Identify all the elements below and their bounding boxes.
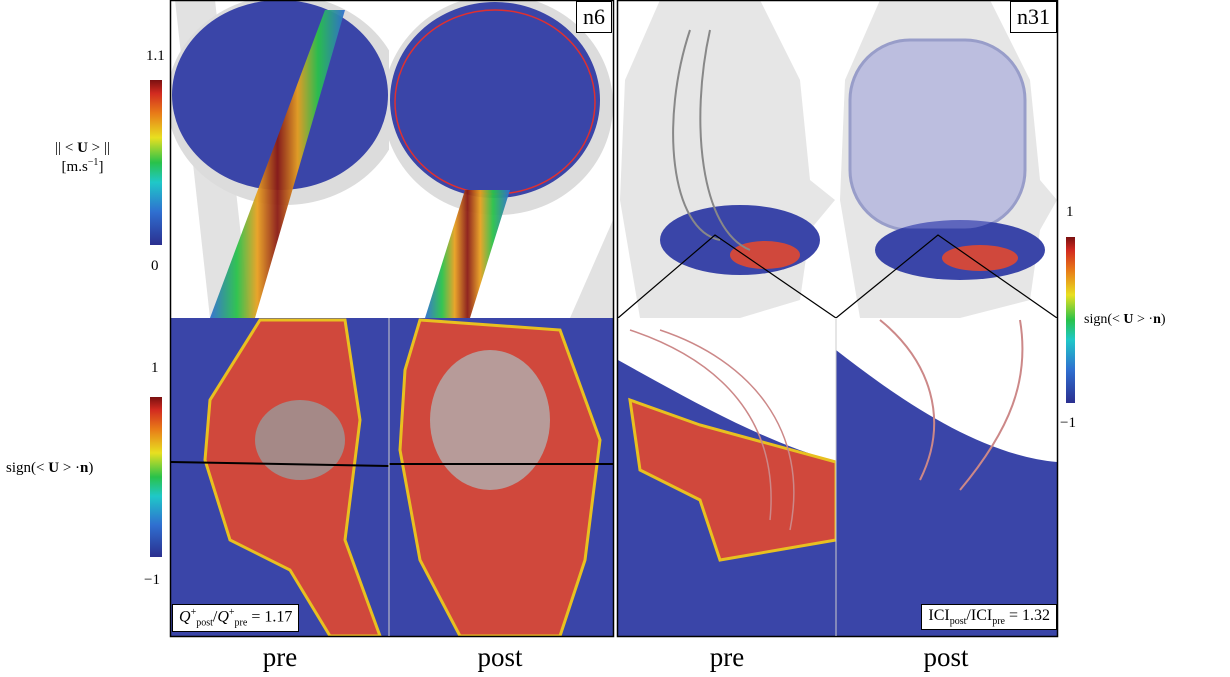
label-part: U	[48, 460, 60, 476]
label-part: )	[1160, 312, 1166, 327]
label-part: || <	[55, 140, 74, 156]
unit-part: ]	[98, 159, 104, 175]
colorbar-sign-right	[1066, 237, 1075, 403]
ratio-symbol: Q	[179, 608, 191, 626]
ratio-value: = 1.17	[251, 608, 293, 626]
colorbar-min: 0	[151, 258, 159, 274]
column-label: pre	[709, 642, 745, 672]
label-part: > ||	[91, 140, 110, 156]
ratio-symbol: Q	[217, 608, 229, 626]
label-part: > ·	[1137, 312, 1154, 327]
label-part: n	[80, 460, 89, 476]
ratio-sub: pre	[234, 617, 248, 629]
ratio-sub: post	[949, 616, 967, 628]
velocity-pre-image	[171, 1, 389, 318]
colorbar-sign-left	[150, 397, 162, 557]
colorbar-max: 1	[151, 360, 159, 376]
label-part: > ·	[62, 460, 81, 476]
ratio-value: = 1.32	[1008, 607, 1050, 624]
column-label: post	[923, 642, 969, 672]
streamlines-pre-image	[618, 1, 836, 318]
colorbar-min: −1	[1060, 415, 1076, 431]
label-part: U	[1123, 312, 1134, 327]
vectors-pre-image	[618, 318, 836, 636]
ratio-symbol: ICI	[970, 607, 993, 624]
case-label: n31	[1010, 1, 1057, 33]
label-part: U	[77, 140, 88, 156]
colorbar-min: −1	[144, 572, 160, 588]
ratio-sup: +	[228, 607, 235, 618]
ratio-sub: pre	[992, 616, 1005, 628]
velocity-post-image	[389, 1, 613, 318]
vectors-post-image	[836, 318, 1057, 636]
colorbar-label: sign(< U > ·n)	[6, 460, 93, 477]
case-label: n6	[576, 1, 612, 33]
ratio-symbol: ICI	[928, 607, 950, 624]
ratio-label: Q+post/Q+pre = 1.17	[172, 604, 300, 632]
colorbar-label: || < U > || [m.s−1]	[30, 140, 135, 176]
label-part: n	[1153, 312, 1161, 327]
sign-post-image	[389, 318, 613, 636]
colorbar-max: 1.1	[146, 48, 165, 64]
colorbar-max: 1	[1066, 204, 1074, 220]
column-label: pre	[262, 642, 298, 672]
label-part: sign(<	[6, 460, 45, 476]
ratio-sup: +	[190, 607, 197, 618]
ratio-label: ICIpost/ICIpre = 1.32	[921, 604, 1057, 631]
label-part: )	[88, 460, 94, 476]
colorbar-label: sign(< U > ·n)	[1084, 312, 1166, 328]
unit-part: [m.s	[61, 159, 88, 175]
colorbar-velocity	[150, 80, 162, 245]
ratio-sub: post	[196, 617, 213, 629]
label-part: sign(<	[1084, 312, 1120, 327]
streamlines-post-image	[836, 1, 1057, 318]
sign-pre-image	[171, 318, 389, 636]
unit-part: −1	[87, 157, 99, 168]
column-label: post	[477, 642, 523, 672]
